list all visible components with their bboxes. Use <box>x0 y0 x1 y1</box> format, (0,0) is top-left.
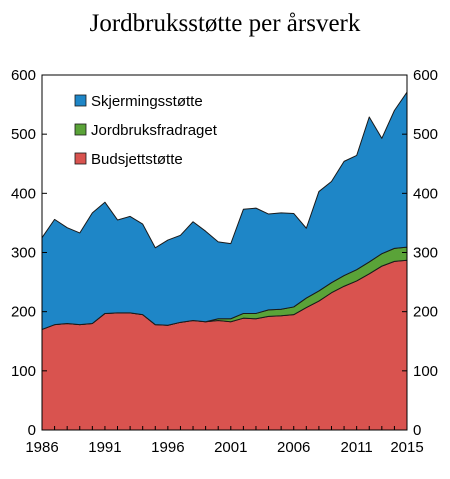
y-tick-label-left: 0 <box>28 422 36 439</box>
y-tick-label-right: 600 <box>413 67 438 84</box>
x-tick-label: 1996 <box>151 439 184 456</box>
y-tick-label-left: 100 <box>11 363 36 380</box>
legend-swatch <box>74 123 87 136</box>
y-tick-label-left: 500 <box>11 126 36 143</box>
legend-label: Jordbruksfradraget <box>91 122 218 139</box>
y-tick-label-right: 200 <box>413 304 438 321</box>
x-tick-label: 2006 <box>277 439 310 456</box>
x-tick-label: 2001 <box>214 439 247 456</box>
legend: Skjermingsstøtte Jordbruksfradraget Budsje… <box>74 93 218 168</box>
y-tick-label-right: 400 <box>413 185 438 202</box>
y-tick-label-right: 0 <box>413 422 421 439</box>
x-tick-label: 1991 <box>88 439 121 456</box>
y-tick-label-right: 500 <box>413 126 438 143</box>
y-tick-label-left: 200 <box>11 304 36 321</box>
chart-title: Jordbruksstøtte per årsverk <box>89 10 361 37</box>
y-tick-label-left: 400 <box>11 185 36 202</box>
x-tick-label: 2011 <box>341 439 373 456</box>
y-tick-label-left: 600 <box>11 67 36 84</box>
x-tick-label: 2015 <box>390 439 423 456</box>
legend-swatch <box>74 94 87 107</box>
axis-ticks: 0 0 100 100 200 200 300 300 400 400 500 500 600 600 19… <box>11 67 438 456</box>
x-tick-label: 1986 <box>25 439 58 456</box>
legend-label: Skjermingsstøtte <box>91 93 203 110</box>
y-tick-label-left: 300 <box>11 245 36 262</box>
legend-swatch <box>74 152 87 165</box>
y-tick-label-right: 300 <box>413 245 438 262</box>
y-tick-label-right: 100 <box>413 363 438 380</box>
area-series-group <box>41 91 408 431</box>
legend-label: Budsjettstøtte <box>91 151 183 168</box>
